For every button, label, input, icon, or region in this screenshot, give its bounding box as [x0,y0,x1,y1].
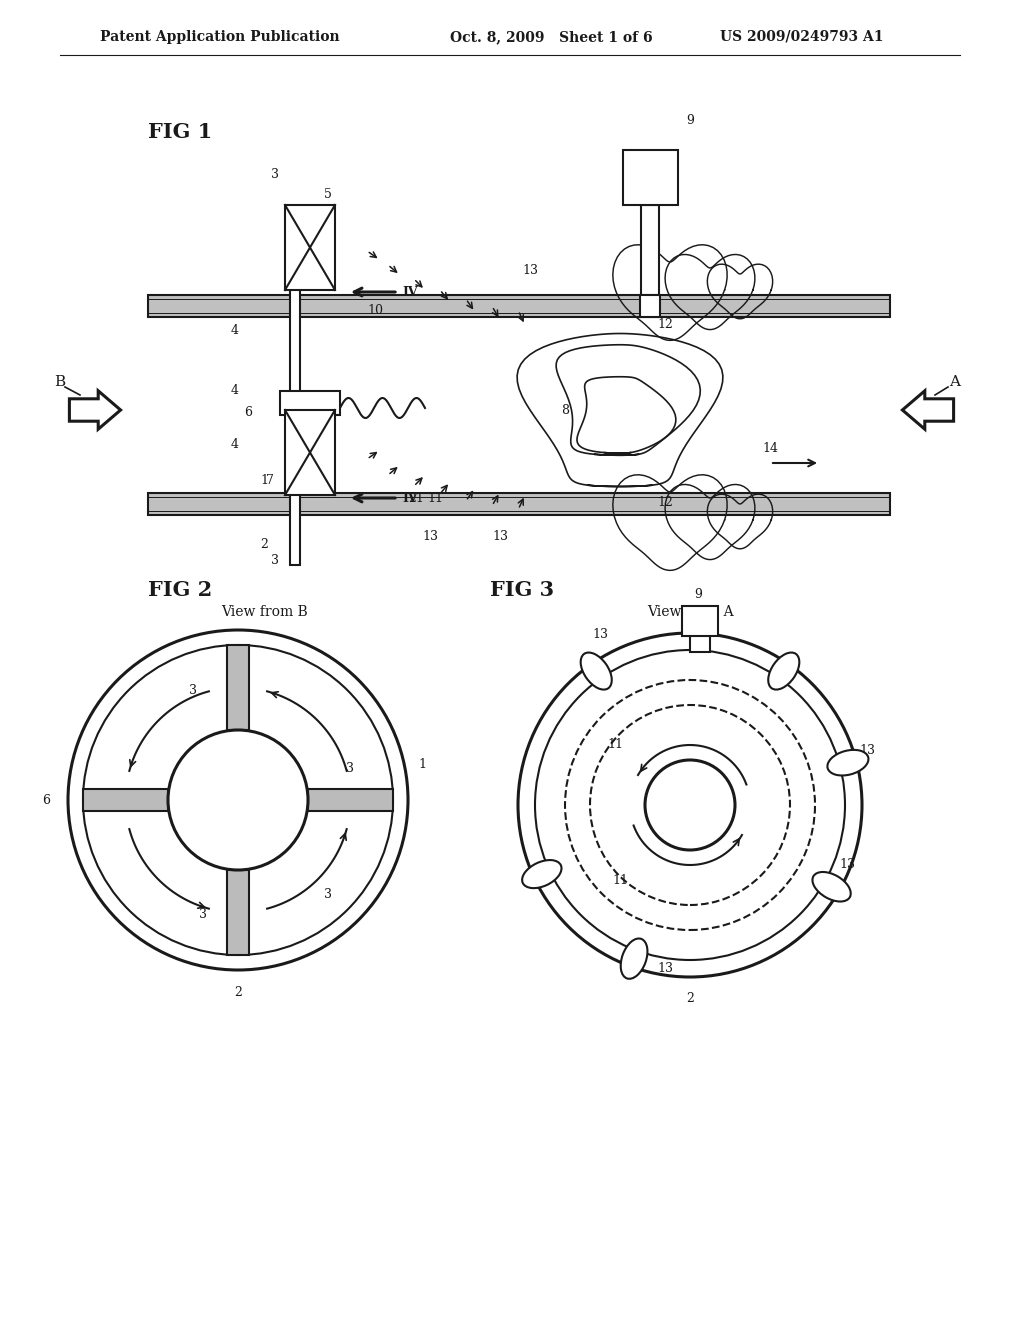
Text: US 2009/0249793 A1: US 2009/0249793 A1 [720,30,884,44]
Bar [641,205,659,294]
Text: 9: 9 [686,114,694,127]
Text: 4: 4 [231,384,239,396]
Polygon shape [227,645,249,730]
Polygon shape [70,391,121,429]
Text: 13: 13 [592,628,608,642]
Text: B: B [54,375,66,389]
Ellipse shape [522,861,561,888]
Circle shape [68,630,408,970]
Text: 13: 13 [422,531,438,544]
Bar [148,492,890,515]
Text: Oct. 8, 2009   Sheet 1 of 6: Oct. 8, 2009 Sheet 1 of 6 [450,30,652,44]
Text: View from A: View from A [647,605,733,619]
Circle shape [535,649,845,960]
Text: 11: 11 [612,874,628,887]
Circle shape [83,645,393,954]
Bar [290,240,300,565]
Text: 14: 14 [762,441,778,454]
Bar [280,391,340,414]
Text: 2: 2 [686,993,694,1006]
Ellipse shape [827,750,868,775]
Text: FIG 1: FIG 1 [148,121,212,143]
Text: 6: 6 [244,405,252,418]
Text: 1: 1 [418,759,426,771]
Text: 6: 6 [42,793,50,807]
Text: 11: 11 [607,738,623,751]
Text: 12: 12 [657,495,673,508]
Text: 12: 12 [657,318,673,331]
Polygon shape [308,789,393,810]
Text: 9: 9 [694,589,701,602]
Text: IV: IV [402,285,418,298]
Text: 10: 10 [367,304,383,317]
Text: 13: 13 [839,858,855,871]
Circle shape [645,760,735,850]
Text: 3: 3 [271,169,279,181]
Text: 13: 13 [859,743,874,756]
Text: FIG 2: FIG 2 [148,579,212,601]
Text: 3: 3 [189,684,197,697]
Text: 13: 13 [522,264,538,276]
Text: 3: 3 [346,762,354,775]
Ellipse shape [812,873,851,902]
Text: 4: 4 [231,438,239,451]
Text: 8: 8 [561,404,569,417]
Ellipse shape [768,652,800,689]
Text: 3: 3 [271,553,279,566]
Text: 4: 4 [231,323,239,337]
Bar [148,294,890,317]
Polygon shape [227,870,249,954]
Bar [690,634,710,652]
Text: View from B: View from B [221,605,308,619]
Text: 2: 2 [260,539,268,552]
Ellipse shape [621,939,647,979]
Polygon shape [902,391,953,429]
Text: A: A [949,375,961,389]
Text: 2: 2 [234,986,242,998]
Bar [285,411,335,495]
Text: 3: 3 [199,908,207,921]
Text: 21: 21 [408,491,424,504]
Bar [285,205,335,290]
Bar [682,606,718,636]
Circle shape [168,730,308,870]
Text: IV: IV [402,491,418,504]
Text: 3: 3 [324,888,332,902]
Bar [640,294,660,317]
Text: 11: 11 [427,491,443,504]
Text: 1: 1 [260,474,268,487]
Text: Patent Application Publication: Patent Application Publication [100,30,340,44]
Polygon shape [83,789,168,810]
Text: 7: 7 [691,793,699,807]
Text: 7: 7 [266,474,274,487]
Circle shape [518,634,862,977]
Text: 13: 13 [657,962,673,975]
Text: 5: 5 [324,189,332,202]
Bar [623,150,678,205]
Text: FIG 3: FIG 3 [490,579,554,601]
Ellipse shape [581,652,611,689]
Text: 13: 13 [492,531,508,544]
